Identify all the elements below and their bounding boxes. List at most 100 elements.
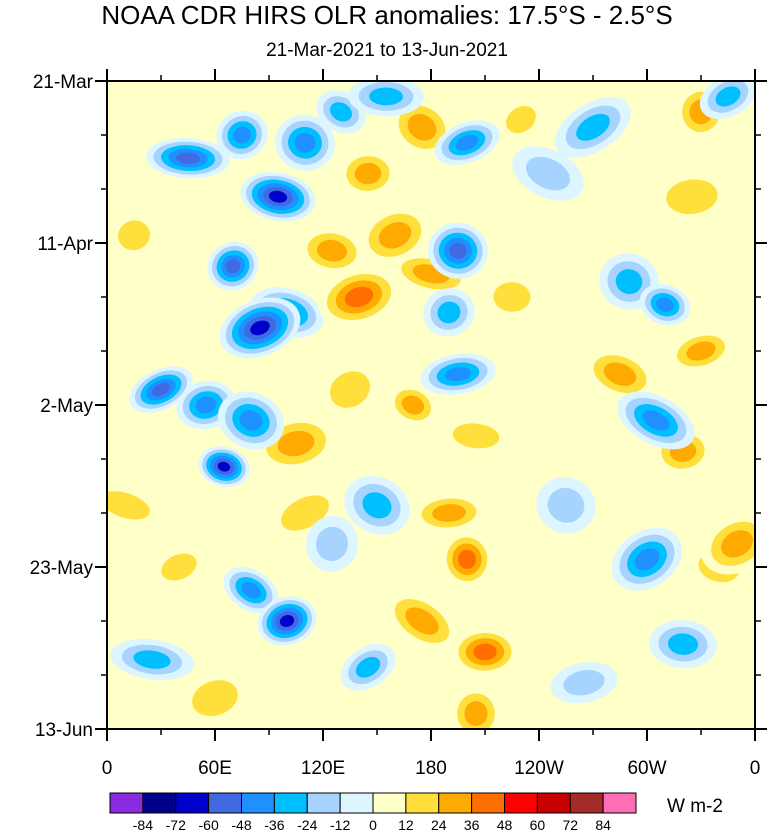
anomaly-blob <box>217 391 285 450</box>
anomaly-blob <box>298 226 366 276</box>
anomaly-blob <box>150 545 208 589</box>
contour-level <box>437 301 461 324</box>
anomaly-blob <box>611 527 683 591</box>
contour-level <box>452 423 500 449</box>
colorbar-label: -72 <box>166 817 186 830</box>
colorbar-label: 0 <box>369 817 377 830</box>
anomaly-blob <box>496 97 546 142</box>
contour-level <box>666 179 718 215</box>
y-tick-label: 2-May <box>40 396 93 417</box>
anomaly-blob <box>129 366 193 413</box>
contour-level <box>195 396 217 414</box>
colorbar-swatch <box>569 792 604 814</box>
contour-level <box>107 491 150 520</box>
colorbar-label: 48 <box>497 817 513 830</box>
anomaly-blob <box>420 353 496 395</box>
anomaly-blob <box>450 685 502 729</box>
contour-level <box>563 669 605 696</box>
anomaly-blob <box>108 211 160 260</box>
contour-level <box>133 650 171 669</box>
contour-level <box>277 430 315 457</box>
x-tick-label: 0 <box>750 758 761 779</box>
x-tick-label: 120E <box>301 758 345 779</box>
contour-level <box>233 126 251 144</box>
chart-title: NOAA CDR HIRS OLR anomalies: 17.5°S - 2.… <box>101 0 673 30</box>
contour-level <box>547 487 585 523</box>
contour-level <box>455 134 479 151</box>
axis-ticks <box>95 69 767 741</box>
contour-level <box>192 680 238 717</box>
anomaly-blob <box>583 347 657 401</box>
contour-level <box>432 504 466 522</box>
chart-subtitle: 21-Mar-2021 to 13-Jun-2021 <box>266 40 508 61</box>
colorbar-label: -24 <box>297 817 317 830</box>
contour-level <box>279 615 295 627</box>
anomaly-blob <box>146 138 230 179</box>
contour-level <box>576 113 610 141</box>
colorbar-swatch <box>175 792 210 814</box>
anomaly-blob <box>512 146 584 201</box>
contour-level <box>151 382 171 397</box>
anomaly-blob <box>240 172 316 222</box>
contour-level <box>330 102 352 122</box>
y-tick-labels: 21-Mar 11-Apr 2-May 23-May 13-Jun <box>30 72 94 741</box>
contour-level <box>444 366 472 382</box>
contour-level <box>369 87 403 106</box>
anomaly-blob <box>699 81 755 120</box>
contour-level <box>330 371 370 408</box>
colorbar-label: 36 <box>464 817 480 830</box>
anomaly-blob <box>198 446 250 488</box>
contour-level <box>268 190 288 203</box>
colorbar-label: -12 <box>330 817 350 830</box>
colorbar-swatch <box>602 792 637 814</box>
anomaly-blob <box>358 205 432 266</box>
contour-level <box>354 162 382 185</box>
contour-level <box>239 410 263 431</box>
x-tick-label: 60E <box>198 758 232 779</box>
anomaly-blob <box>639 283 691 326</box>
contour-level <box>493 282 531 312</box>
colorbar-label: 84 <box>595 817 611 830</box>
anomaly-blob <box>536 476 596 534</box>
colorbar-swatch <box>208 792 243 814</box>
contour-level <box>603 362 637 386</box>
contour-level <box>176 152 200 164</box>
contour-level <box>721 530 753 558</box>
anomaly-blob <box>177 668 253 728</box>
y-tick-label: 11-Apr <box>37 234 93 255</box>
anomaly-field <box>107 81 755 729</box>
contour-level <box>615 269 643 295</box>
colorbar-swatch <box>504 792 538 814</box>
contour-level <box>715 86 741 107</box>
colorbar-swatch <box>241 792 275 814</box>
anomaly-blob <box>550 662 618 704</box>
colorbar-swatch <box>306 792 341 814</box>
anomaly-blob <box>275 114 335 171</box>
anomaly-blob <box>344 475 410 535</box>
anomaly-blob <box>305 515 359 572</box>
contour-level <box>407 113 437 141</box>
contour-level <box>634 548 660 571</box>
colorbar-swatch <box>372 792 407 814</box>
contour-level <box>344 286 374 308</box>
anomaly-blob <box>482 272 542 322</box>
colorbar-swatch <box>438 792 473 814</box>
anomaly-blob <box>348 81 424 117</box>
contour-level <box>378 222 412 249</box>
colorbar-swatch <box>273 792 308 814</box>
colorbar-swatch <box>109 792 144 814</box>
contour-level <box>118 220 150 251</box>
contour-level <box>464 701 488 726</box>
anomaly-blob <box>423 288 475 337</box>
anomaly-blob <box>318 267 400 327</box>
anomaly-blob <box>219 297 301 359</box>
colorbar-label: 12 <box>398 817 414 830</box>
contour-level <box>473 643 497 661</box>
contour-level <box>362 492 392 519</box>
contour-level <box>525 156 571 191</box>
x-tick-label: 0 <box>102 758 113 779</box>
anomaly-blob <box>440 531 494 588</box>
anomaly-blob <box>384 590 460 652</box>
anomaly-blob <box>207 241 259 291</box>
